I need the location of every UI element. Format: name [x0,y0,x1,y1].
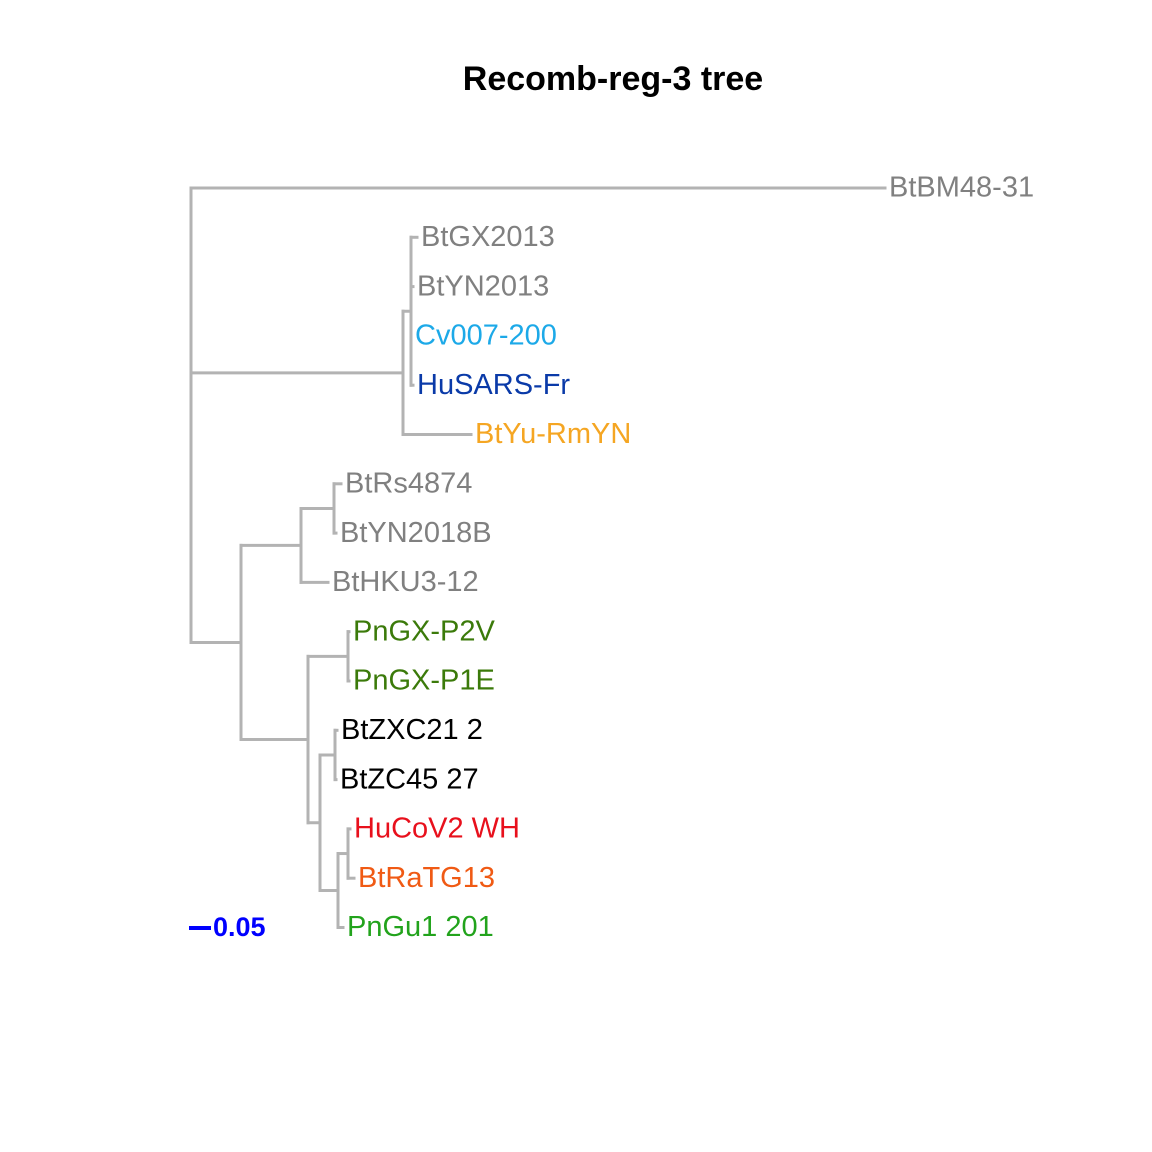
leaf-label-hucov2-wh: HuCoV2 WH [354,813,520,845]
leaf-label-btyn2013: BtYN2013 [417,270,549,302]
leaf-labels: BtBM48-31 BtGX2013 BtYN2013 Cv007-200 HuSARS… [332,172,1034,944]
leaf-label-pngu1-201: PnGu1 201 [347,911,494,943]
scale-bar: 0.05 [189,912,266,942]
leaf-label-btratg13: BtRaTG13 [358,862,495,894]
leaf-label-bthku3-12: BtHKU3-12 [332,566,479,598]
leaf-label-btzxc21-2: BtZXC21 2 [341,714,483,746]
leaf-label-btgx2013: BtGX2013 [421,221,555,253]
figure-title: Recomb-reg-3 tree [463,60,763,98]
tree-branches [189,186,887,929]
leaf-label-cv007-200: Cv007-200 [415,320,557,352]
leaf-label-btbm48-31: BtBM48-31 [889,172,1034,204]
leaf-label-pngx-p2v: PnGX-P2V [353,615,495,647]
leaf-label-pngx-p1e: PnGX-P1E [353,665,495,697]
leaf-label-btrs4874: BtRs4874 [345,467,472,499]
leaf-label-btyu-rmyn: BtYu-RmYN [475,418,631,450]
leaf-label-husars-fr: HuSARS-Fr [417,369,570,401]
leaf-label-btyn2018b: BtYN2018B [340,517,492,549]
leaf-label-btzc45-27: BtZC45 27 [340,763,479,795]
scale-bar-label: 0.05 [213,912,266,942]
